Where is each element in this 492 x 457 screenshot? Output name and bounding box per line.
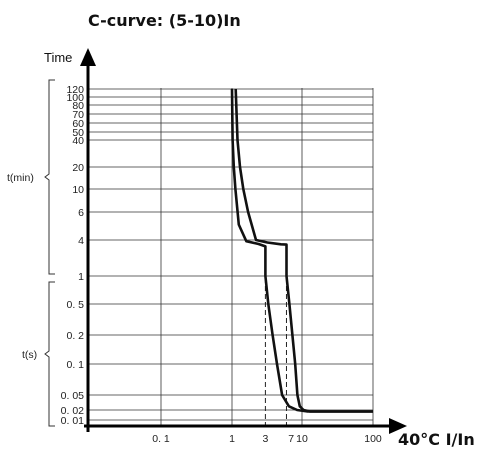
y-group-label: t(s) bbox=[22, 349, 37, 361]
y-tick-label: 0. 1 bbox=[66, 359, 84, 371]
y-tick-label: 80 bbox=[72, 100, 84, 112]
x-tick-label: 3 bbox=[262, 433, 268, 445]
y-tick-label: 120 bbox=[66, 84, 84, 96]
y-tick-label: 40 bbox=[72, 135, 84, 147]
y-tick-label: 1 bbox=[78, 271, 84, 283]
x-axis-arrow bbox=[389, 418, 407, 434]
y-tick-label: 0. 5 bbox=[66, 299, 84, 311]
y-group-brackets: t(min) t(s) bbox=[7, 79, 55, 427]
x-tick-label: 10 bbox=[296, 433, 308, 445]
y-tick-label: 6 bbox=[78, 207, 84, 219]
trip-curve-1 bbox=[230, 88, 373, 413]
x-tick-labels: 0. 1 1 3 7 10 100 bbox=[152, 433, 382, 445]
chart-title: C-curve: (5-10)In bbox=[88, 11, 241, 30]
x-tick-label: 100 bbox=[364, 433, 382, 445]
y-axis-arrow bbox=[80, 48, 96, 66]
axes bbox=[80, 48, 407, 434]
x-axis-label: 40°C I/In bbox=[398, 430, 475, 449]
y-tick-label: 100 bbox=[66, 92, 84, 104]
y-tick-label: 4 bbox=[78, 235, 84, 247]
y-tick-label: 0. 05 bbox=[61, 390, 85, 402]
x-tick-label: 7 bbox=[288, 433, 294, 445]
group-bracket bbox=[44, 79, 55, 275]
y-axis-label: Time bbox=[44, 50, 72, 65]
group-bracket bbox=[44, 281, 55, 427]
grid bbox=[88, 88, 374, 426]
y-tick-label: 70 bbox=[72, 109, 84, 121]
y-tick-label: 20 bbox=[72, 162, 84, 174]
x-tick-label: 0. 1 bbox=[152, 433, 170, 445]
y-tick-label: 50 bbox=[72, 127, 84, 139]
x-tick-label: 1 bbox=[229, 433, 235, 445]
y-tick-label: 60 bbox=[72, 118, 84, 130]
trip-curves bbox=[230, 88, 373, 413]
y-tick-label: 0. 02 bbox=[61, 405, 85, 417]
y-tick-label: 10 bbox=[72, 184, 84, 196]
trip-curve-2 bbox=[234, 88, 373, 413]
y-group-label: t(min) bbox=[7, 172, 34, 184]
y-tick-label: 0. 01 bbox=[61, 415, 85, 427]
y-tick-label: 0. 2 bbox=[66, 330, 84, 342]
